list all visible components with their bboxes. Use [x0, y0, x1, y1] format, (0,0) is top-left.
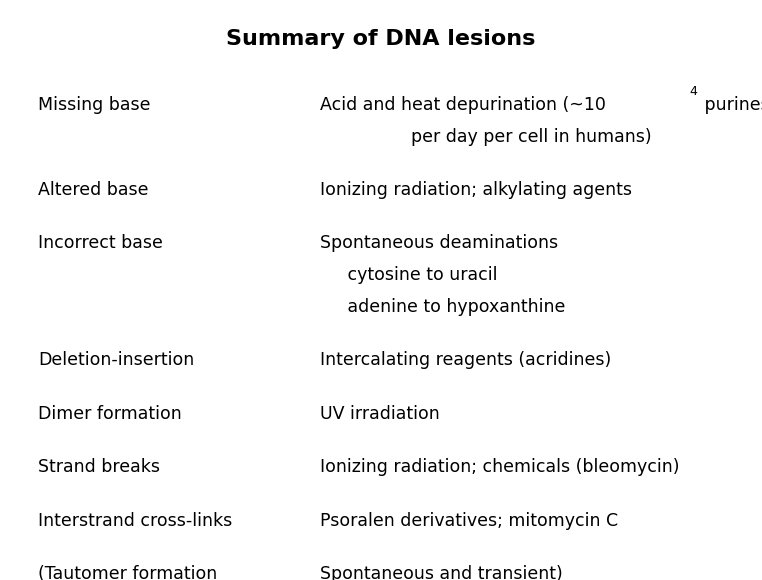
- Text: per day per cell in humans): per day per cell in humans): [411, 128, 652, 146]
- Text: Summary of DNA lesions: Summary of DNA lesions: [226, 29, 536, 49]
- Text: Spontaneous deaminations: Spontaneous deaminations: [320, 234, 558, 252]
- Text: Spontaneous and transient): Spontaneous and transient): [320, 565, 563, 580]
- Text: Dimer formation: Dimer formation: [38, 405, 182, 423]
- Text: Intercalating reagents (acridines): Intercalating reagents (acridines): [320, 351, 611, 369]
- Text: purines: purines: [699, 96, 762, 114]
- Text: adenine to hypoxanthine: adenine to hypoxanthine: [320, 298, 565, 316]
- Text: Ionizing radiation; chemicals (bleomycin): Ionizing radiation; chemicals (bleomycin…: [320, 458, 680, 476]
- Text: cytosine to uracil: cytosine to uracil: [320, 266, 498, 284]
- Text: Strand breaks: Strand breaks: [38, 458, 160, 476]
- Text: 4: 4: [689, 85, 696, 98]
- Text: Ionizing radiation; alkylating agents: Ionizing radiation; alkylating agents: [320, 181, 632, 199]
- Text: Deletion-insertion: Deletion-insertion: [38, 351, 194, 369]
- Text: Interstrand cross-links: Interstrand cross-links: [38, 512, 232, 530]
- Text: Acid and heat depurination (~10: Acid and heat depurination (~10: [320, 96, 606, 114]
- Text: (Tautomer formation: (Tautomer formation: [38, 565, 217, 580]
- Text: Missing base: Missing base: [38, 96, 151, 114]
- Text: Altered base: Altered base: [38, 181, 149, 199]
- Text: Incorrect base: Incorrect base: [38, 234, 163, 252]
- Text: Psoralen derivatives; mitomycin C: Psoralen derivatives; mitomycin C: [320, 512, 618, 530]
- Text: UV irradiation: UV irradiation: [320, 405, 440, 423]
